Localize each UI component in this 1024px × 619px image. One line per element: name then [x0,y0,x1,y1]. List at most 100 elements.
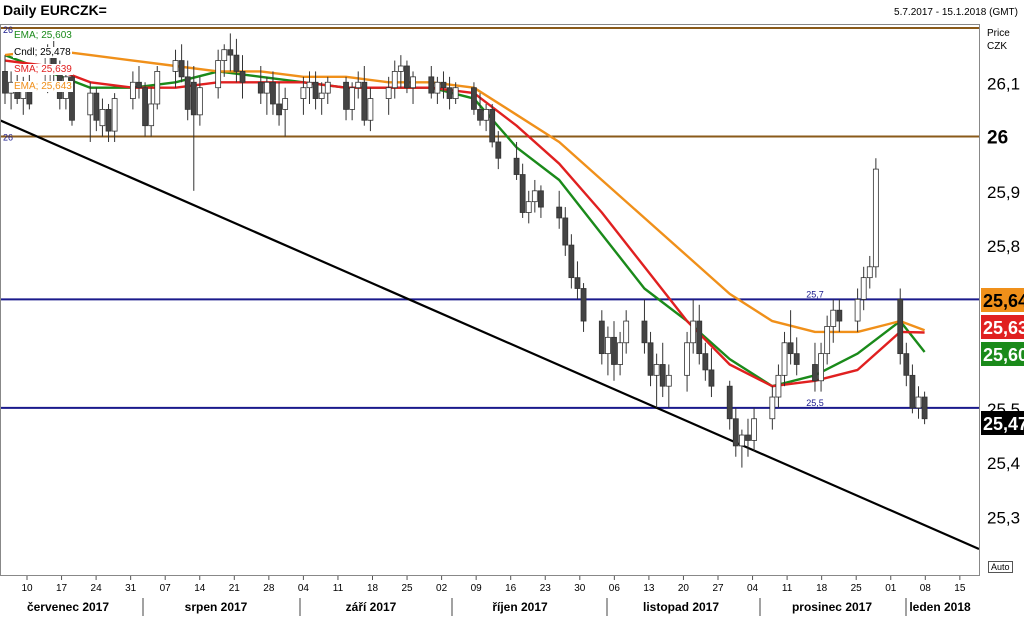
x-day-label: 10 [21,583,33,594]
x-day-label: 25 [401,583,413,594]
candle-body [227,49,234,56]
candle-body [495,141,502,159]
candle-body [598,320,605,355]
candle-body [519,174,526,213]
x-day-label: 31 [125,583,137,594]
candle-body [385,87,392,99]
candle-body [751,418,757,441]
x-day-label: 24 [91,583,103,594]
candle-body [525,201,532,213]
candle-body [440,81,447,89]
price-tag-label: 25,63 [983,318,1024,338]
price-axis-header: Price CZK [987,27,1010,53]
legend-candle: Cndl; 25,478 [13,47,72,58]
x-day-label: 01 [885,583,897,594]
x-month-label: listopad 2017 [643,600,719,614]
candle-body [872,168,879,268]
x-day-label: 20 [678,583,690,594]
candle-body [738,434,745,447]
price-axis-label: Price [987,28,1010,39]
x-day-label: 07 [160,583,172,594]
candle-body [391,71,398,89]
candle-body [726,385,733,420]
level-label: 26 [3,133,13,143]
chart-title: Daily EURCZK= [3,2,107,18]
price-tag [981,315,1024,339]
candle-body [623,320,630,344]
candle-body [257,81,264,94]
auto-scale-button[interactable]: Auto [988,561,1013,573]
candle-body [263,81,270,94]
price-tag [981,342,1024,366]
candle-body [897,298,904,355]
candle-body [99,109,106,127]
candle-body [434,81,441,94]
x-day-label: 06 [609,583,621,594]
x-month-label: říjen 2017 [492,600,548,614]
price-tag-label: 25,60 [983,345,1024,365]
candle-body [787,342,794,355]
candle-body [562,217,569,246]
legend-ema-slow: EMA; 25,643 [13,81,73,92]
candle-body [836,309,843,322]
candle-body [732,418,739,447]
candle-body [866,266,873,279]
candle-body [574,277,581,289]
candle-body [397,65,404,72]
candle-body [215,60,222,89]
candle-body [318,92,325,99]
candle-body [860,277,867,300]
candle-body [653,364,660,376]
level-label: 26 [3,25,13,35]
candle-body [483,109,490,121]
candle-body [428,76,435,94]
x-month-label: srpen 2017 [185,600,248,614]
x-month-label: červenec 2017 [27,600,109,614]
price-tag-label: 25,47 [983,414,1024,434]
candle-body [178,60,185,78]
candle-body [111,98,118,132]
x-day-label: 11 [782,583,793,594]
candle-body [909,374,916,409]
candle-body [69,76,75,121]
candle-body [696,320,703,355]
candle-body [769,396,776,420]
y-tick-label: 26 [987,128,1008,149]
candle-body [830,309,837,327]
x-month-label: září 2017 [346,600,397,614]
candle-body [446,87,453,99]
candle-body [471,87,477,110]
level-label: 25,5 [806,398,824,408]
currency-label: CZK [987,41,1007,52]
candle-body [129,81,136,99]
candle-body [105,109,112,132]
candle-body [824,326,831,355]
candle-body [605,336,611,355]
candle-body [665,374,672,387]
price-tag-label: 25,64 [983,291,1024,311]
candle-body [818,353,824,382]
candle-body [190,81,197,116]
x-day-label: 08 [920,583,932,594]
x-day-label: 21 [229,583,241,594]
candle-body [172,60,179,72]
x-day-label: 04 [298,583,310,594]
candle-body [568,244,575,279]
price-tag [981,288,1024,312]
x-day-label: 23 [540,583,552,594]
candle-body [239,71,246,83]
candle-body [361,81,368,121]
y-tick-label: 25,3 [987,508,1020,527]
candle-body [617,342,623,365]
candle-body [903,353,910,376]
candle-body [410,76,416,89]
candle-body [513,157,520,175]
candle-body [915,396,922,409]
candle-body [781,342,788,376]
trendline [0,119,980,551]
candle-body [921,396,928,420]
x-day-label: 15 [954,583,966,594]
x-day-label: 30 [574,583,586,594]
candle-body [580,288,587,322]
